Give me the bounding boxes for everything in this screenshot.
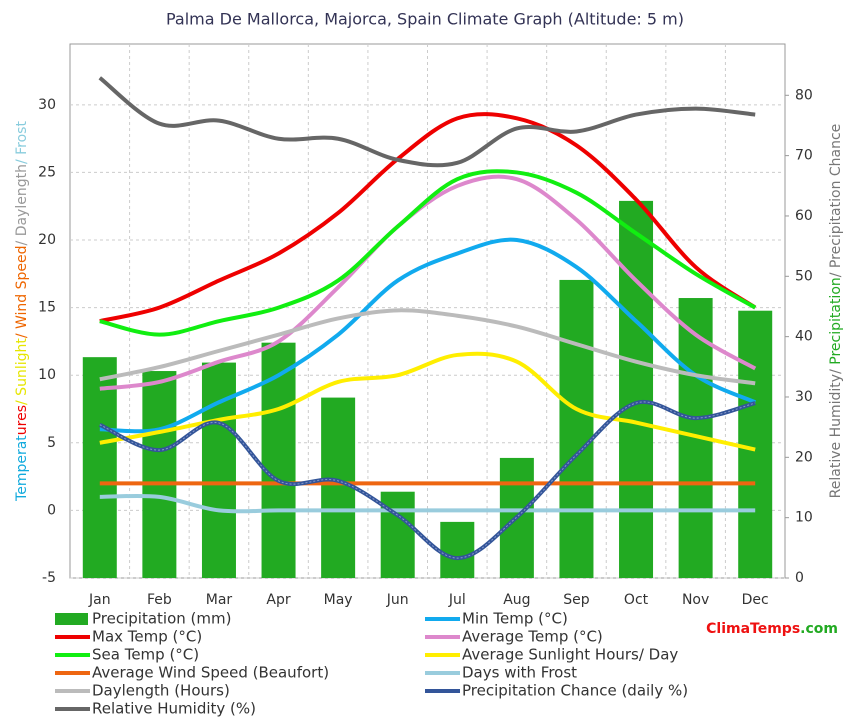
- y-tick-label: 10: [38, 367, 56, 383]
- x-tick-label: Feb: [147, 592, 172, 608]
- bar: [82, 357, 117, 578]
- x-tick-label: Aug: [503, 592, 530, 608]
- y-tick-label: -5: [42, 570, 56, 586]
- line: [99, 112, 757, 324]
- y2-tick-label: 30: [795, 389, 813, 405]
- legend-label: Days with Frost: [462, 664, 577, 682]
- x-tick-label: Mar: [206, 592, 233, 608]
- legend-label: Max Temp (°C): [92, 628, 202, 646]
- line: [99, 493, 756, 514]
- x-tick-label: Sep: [563, 592, 590, 608]
- y2-tick-label: 60: [795, 208, 813, 224]
- legend-label: Daylength (Hours): [92, 682, 230, 700]
- y-tick-label: 25: [38, 164, 56, 180]
- legend-label: Sea Temp (°C): [92, 646, 199, 664]
- y-axis-label-part: / Wind Speed: [14, 245, 30, 338]
- y-axis-label-part: ures: [14, 405, 30, 435]
- line: [99, 237, 757, 434]
- legend-label: Precipitation Chance (daily %): [462, 682, 688, 700]
- y-tick-label: 0: [47, 502, 56, 518]
- x-tick-label: Oct: [624, 592, 649, 608]
- bar: [201, 362, 236, 578]
- y-axis-label: Temperatures/ Sunlight/ Wind Speed/ Dayl…: [14, 121, 30, 502]
- x-tick-label: Nov: [682, 592, 709, 608]
- line: [99, 401, 756, 559]
- bar: [142, 371, 177, 578]
- y-axis-label-part: / Frost: [14, 121, 30, 165]
- x-tick-label: Dec: [742, 592, 769, 608]
- y2-tick-label: 40: [795, 329, 813, 345]
- y-tick-label: 20: [38, 232, 56, 248]
- y2-tick-label: 20: [795, 449, 813, 465]
- line: [99, 169, 757, 337]
- x-tick-label: Jan: [88, 592, 111, 608]
- chart-title: Palma De Mallorca, Majorca, Spain Climat…: [166, 10, 684, 29]
- line: [99, 308, 756, 386]
- y2-tick-label: 10: [795, 510, 813, 526]
- legend-label: Average Sunlight Hours/ Day: [462, 646, 678, 664]
- y-axis-label-part: / Daylength: [14, 164, 30, 245]
- bar: [261, 342, 296, 578]
- y2-tick-label: 70: [795, 148, 813, 164]
- bar: [380, 491, 415, 578]
- legend-label: Min Temp (°C): [462, 610, 568, 628]
- legend-label: Relative Humidity (%): [92, 700, 256, 718]
- bar: [321, 397, 356, 578]
- bar: [440, 521, 475, 578]
- y2-axis-label-part: / Precipitation Chance: [828, 124, 844, 278]
- y-tick-label: 5: [47, 435, 56, 451]
- legend-label: Average Wind Speed (Beaufort): [92, 664, 329, 682]
- legend-label: Average Temp (°C): [462, 628, 603, 646]
- y2-axis-label-part: Relative Humidity/: [828, 365, 844, 499]
- legend-swatch: [55, 613, 88, 625]
- line: [99, 174, 757, 391]
- x-tick-label: Jun: [386, 592, 409, 608]
- y-axis-label-part: / Sunlight: [14, 338, 30, 405]
- bar: [559, 279, 594, 578]
- x-tick-label: Jul: [448, 592, 466, 608]
- y2-tick-label: 80: [795, 87, 813, 103]
- brand-part: ClimaTemps: [706, 621, 800, 637]
- y-tick-label: 30: [38, 97, 56, 113]
- y2-axis-label-part: Precipitation: [828, 277, 844, 365]
- line: [98, 76, 756, 168]
- legend-label: Precipitation (mm): [92, 610, 231, 628]
- bar: [619, 200, 654, 579]
- y-tick-label: 15: [38, 300, 56, 316]
- brand: ClimaTemps.com: [706, 621, 838, 637]
- y2-tick-label: 0: [795, 570, 804, 586]
- brand-part: .com: [800, 621, 838, 637]
- y-axis-label-part: Temperat: [14, 435, 30, 502]
- x-tick-label: May: [324, 592, 353, 608]
- y2-tick-label: 50: [795, 268, 813, 284]
- line: [99, 351, 756, 452]
- y2-axis-label: Relative Humidity/ Precipitation/ Precip…: [828, 124, 844, 499]
- x-tick-label: Apr: [266, 592, 290, 608]
- bar: [738, 310, 773, 578]
